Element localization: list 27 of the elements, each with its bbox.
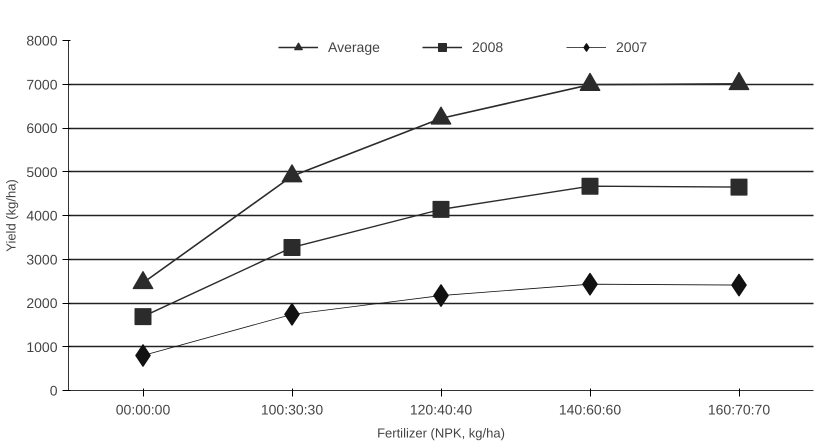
x-tick-label: 120:40:40	[410, 402, 472, 418]
x-tick-label: 140:60:60	[558, 402, 622, 418]
point	[282, 164, 302, 182]
y-tick-label: 6000	[26, 120, 58, 136]
point	[432, 200, 450, 218]
y-tick-label: 5000	[26, 164, 58, 180]
y-axis-title: Yield (kg/ha)	[3, 179, 18, 252]
y-tick-label: 8000	[26, 32, 58, 48]
legend-label: 2008	[472, 39, 504, 57]
y-tick-label: 7000	[26, 76, 58, 92]
y-tick-label: 2000	[26, 295, 58, 311]
point	[284, 238, 300, 256]
y-tick-label: 1000	[26, 338, 58, 355]
x-tick-label: 100:30:30	[260, 402, 324, 418]
point	[728, 72, 750, 90]
point	[430, 106, 452, 125]
y-tick-label: 3000	[26, 251, 58, 268]
legend-label: Average	[328, 39, 381, 57]
x-tick-label: 160:70:70	[708, 402, 770, 418]
x-axis-title: Fertilizer (NPK, kg/ha)	[377, 426, 505, 440]
legend-label: 2007	[616, 39, 648, 57]
point	[582, 178, 598, 195]
y-tick-label: 4000	[26, 208, 58, 224]
point	[134, 308, 152, 326]
x-tick-label: 00:00:00	[116, 402, 170, 418]
point	[580, 72, 600, 91]
y-tick-label: 0	[50, 382, 58, 398]
